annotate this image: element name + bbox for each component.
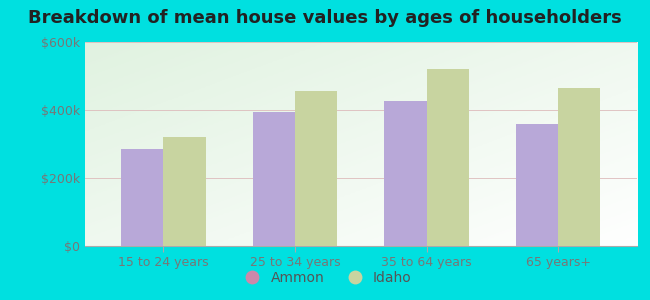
Bar <box>295 91 337 246</box>
Bar <box>516 124 558 246</box>
Bar <box>558 88 600 246</box>
Text: Breakdown of mean house values by ages of householders: Breakdown of mean house values by ages o… <box>28 9 622 27</box>
Legend: Ammon, Idaho: Ammon, Idaho <box>233 265 417 290</box>
Bar <box>384 101 426 246</box>
Bar <box>253 112 295 246</box>
Bar <box>163 137 205 246</box>
Bar <box>426 69 469 246</box>
Bar <box>122 149 163 246</box>
